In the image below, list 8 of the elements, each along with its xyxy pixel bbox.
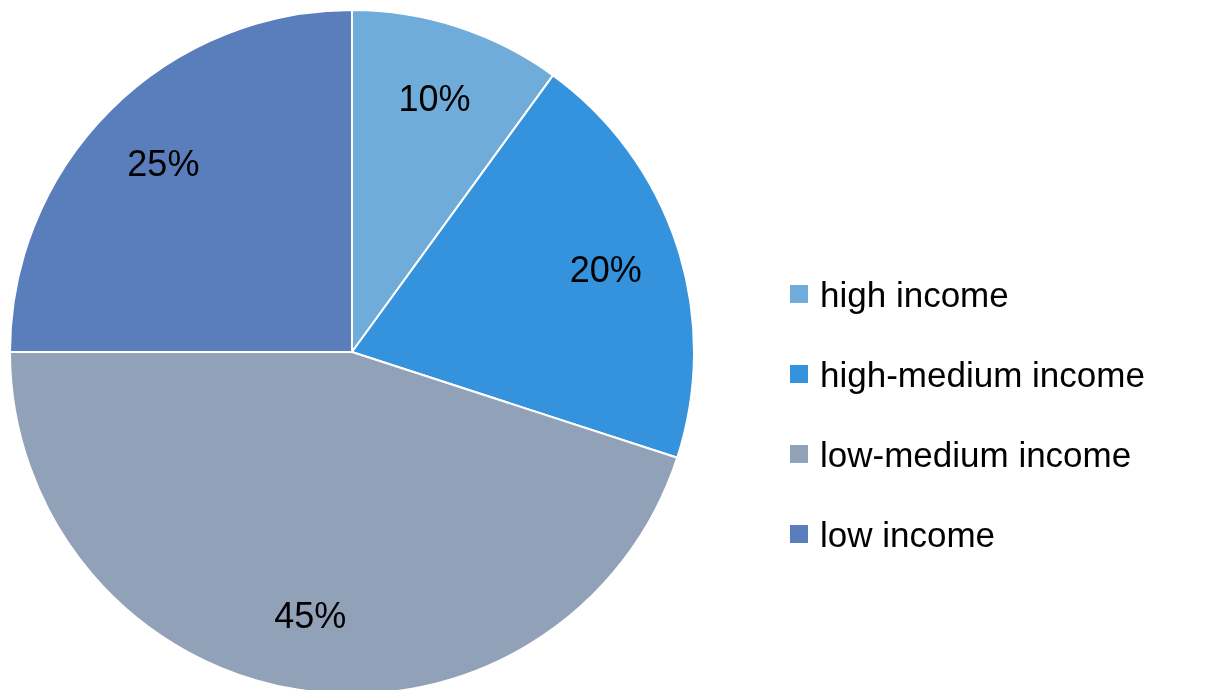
data-label: 20% <box>569 249 642 291</box>
legend-label: high-medium income <box>820 354 1145 394</box>
data-label: 25% <box>127 142 200 184</box>
data-label: 45% <box>274 594 347 636</box>
legend-label: high income <box>820 274 1009 314</box>
legend-label: low-medium income <box>820 434 1132 474</box>
legend-label: low income <box>820 514 996 554</box>
data-label: 10% <box>398 77 471 119</box>
